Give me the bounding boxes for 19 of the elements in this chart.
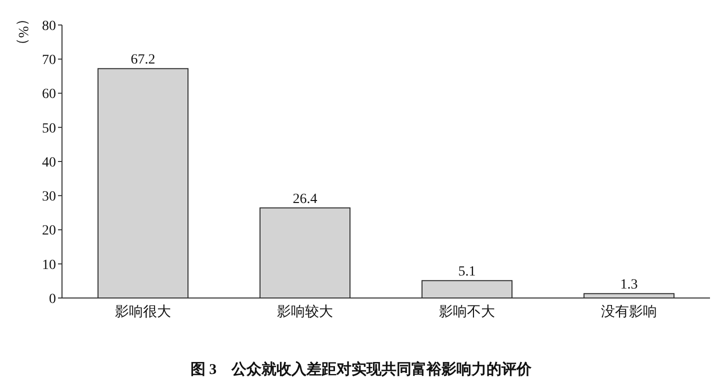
x-tick-label: 影响很大 [115, 304, 171, 320]
y-tick-label: 70 [42, 53, 56, 68]
data-label: 1.3 [620, 278, 638, 293]
y-tick-label: 30 [42, 190, 56, 205]
x-tick-label: 没有影响 [601, 304, 657, 320]
y-tick-label: 20 [42, 224, 56, 239]
data-label: 5.1 [458, 264, 476, 280]
y-axis-title: （%） [14, 12, 30, 52]
y-tick-label: 60 [42, 87, 56, 102]
y-tick-label: 0 [49, 292, 56, 307]
x-tick-label: 影响较大 [277, 304, 333, 320]
y-tick-label: 80 [42, 18, 56, 34]
y-tick-label: 50 [42, 121, 56, 136]
data-label: 67.2 [130, 52, 156, 68]
text: 图 3 公众就收入差距对实现共同富裕影响力的评价 [189, 360, 533, 379]
y-tick-label: 40 [42, 155, 56, 170]
x-tick-label: 影响不大 [439, 304, 495, 320]
data-label: 26.4 [292, 192, 318, 207]
y-tick-label: 10 [42, 258, 56, 273]
